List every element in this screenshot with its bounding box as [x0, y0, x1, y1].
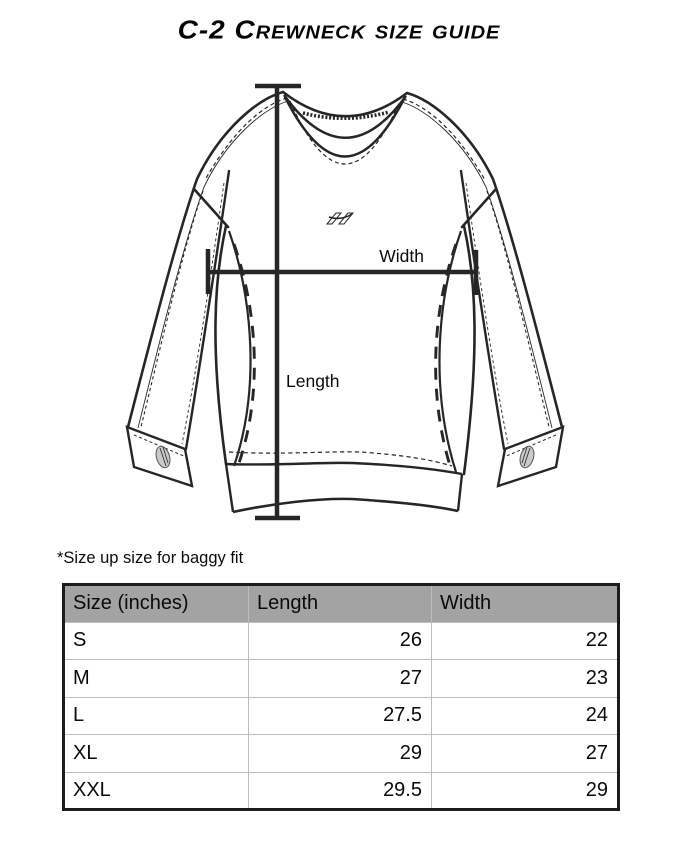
- table-row: S 26 22: [63, 621, 619, 660]
- cell-width: 23: [431, 659, 619, 698]
- width-measure-line: [205, 249, 479, 295]
- cell-size: L: [63, 696, 249, 735]
- col-header-size: Size (inches): [63, 584, 249, 623]
- cell-width: 24: [431, 696, 619, 735]
- measurement-lines: [205, 83, 479, 521]
- cell-length: 29: [248, 734, 432, 773]
- right-cuff: [496, 425, 565, 488]
- length-measure-line: [255, 83, 301, 521]
- table-row: L 27.5 24: [63, 696, 619, 735]
- cell-length: 27: [248, 659, 432, 698]
- garment-sketch: [125, 90, 565, 514]
- cell-size: XXL: [63, 771, 249, 810]
- cell-width: 29: [431, 771, 619, 810]
- cell-width: 22: [431, 621, 619, 660]
- table-header-row: Size (inches) Length Width: [63, 584, 619, 623]
- width-measure-label: Width: [379, 246, 424, 266]
- cell-length: 27.5: [248, 696, 432, 735]
- hem-band: [224, 451, 464, 514]
- table-row: XL 29 27: [63, 734, 619, 773]
- collar: [282, 90, 408, 165]
- table-row: XXL 29.5 29: [63, 771, 619, 810]
- baggy-fit-note: *Size up size for baggy fit: [57, 549, 244, 567]
- cell-length: 26: [248, 621, 432, 660]
- col-header-width: Width: [431, 584, 619, 623]
- table-row: M 27 23: [63, 659, 619, 698]
- cell-size: S: [63, 621, 249, 660]
- left-cuff: [125, 425, 194, 488]
- cell-length: 29.5: [248, 771, 432, 810]
- page-title: C-2 Crewneck size guide: [177, 15, 501, 44]
- col-header-length: Length: [248, 584, 432, 623]
- cell-width: 27: [431, 734, 619, 773]
- back-neck-label-stitch: [302, 110, 390, 121]
- brand-logo-icon: [313, 205, 365, 231]
- size-chart-table: Size (inches) Length Width S 26 22 M 27 …: [62, 583, 620, 811]
- length-measure-label: Length: [286, 371, 340, 391]
- cell-size: M: [63, 659, 249, 698]
- cell-size: XL: [63, 734, 249, 773]
